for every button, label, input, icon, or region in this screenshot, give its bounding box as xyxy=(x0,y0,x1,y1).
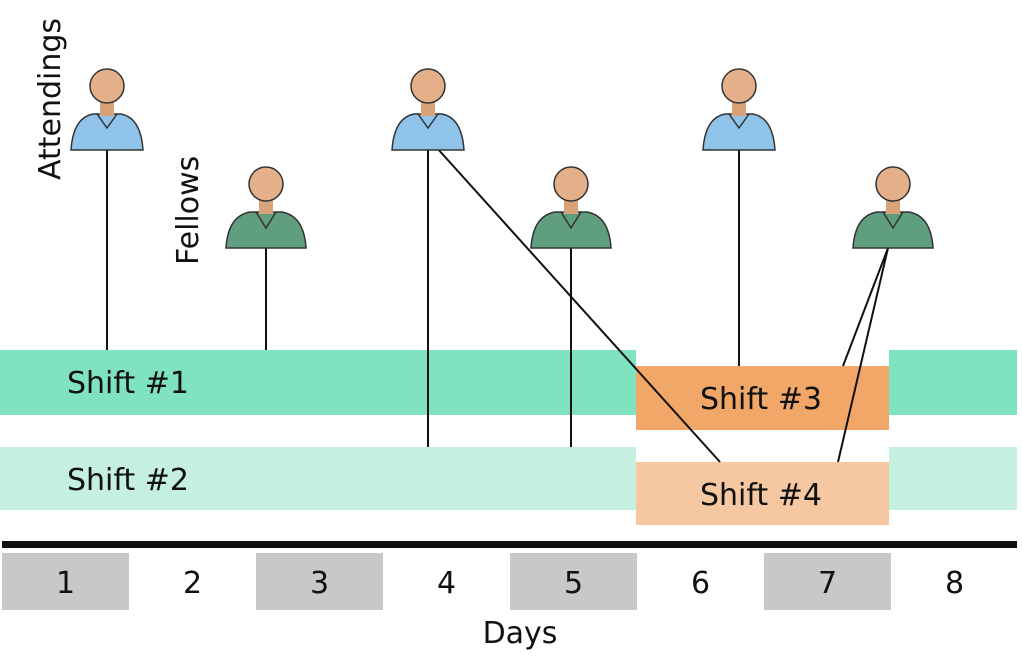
timeline xyxy=(2,541,1017,548)
fellow-icon xyxy=(852,166,934,249)
shift-band xyxy=(636,462,889,525)
day-label: 6 xyxy=(691,566,710,601)
day-cell xyxy=(764,553,891,610)
day-label: 3 xyxy=(310,566,329,601)
connectors xyxy=(106,147,889,463)
day-label: 7 xyxy=(818,566,837,601)
row-label: Fellows xyxy=(171,156,206,265)
fellow-icon xyxy=(530,166,612,249)
day-label: 8 xyxy=(945,566,964,601)
axis-label: Days xyxy=(483,616,558,651)
attending-icon xyxy=(70,68,144,151)
day-label: 1 xyxy=(56,566,75,601)
day-cell xyxy=(256,553,383,610)
day-label: 2 xyxy=(183,566,202,601)
day-label: 4 xyxy=(437,566,456,601)
shift-label: Shift #3 xyxy=(700,382,822,417)
shift-label: Shift #1 xyxy=(67,366,189,401)
day-cell xyxy=(510,553,637,610)
shift-label: Shift #2 xyxy=(67,463,189,498)
shift-label: Shift #4 xyxy=(700,478,822,513)
attending-icon xyxy=(702,68,776,151)
row-label: Attendings xyxy=(33,18,68,180)
shift-band xyxy=(636,366,889,430)
day-label: 5 xyxy=(564,566,583,601)
day-cell xyxy=(2,553,129,610)
attending-icon xyxy=(391,68,465,151)
fellow-icon xyxy=(225,166,307,249)
